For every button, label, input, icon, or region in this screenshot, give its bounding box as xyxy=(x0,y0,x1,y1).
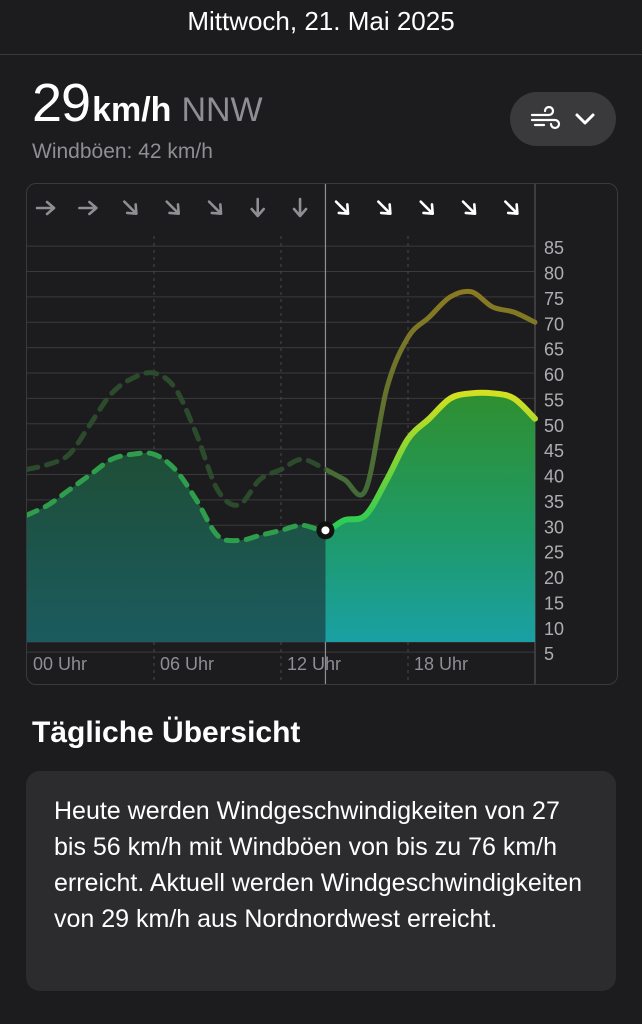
y-tick-label: 5 xyxy=(544,644,554,664)
wind-icon xyxy=(530,105,562,137)
y-tick-label: 25 xyxy=(544,543,564,563)
wind-direction-arrow-icon xyxy=(78,200,98,216)
x-tick-label: 00 Uhr xyxy=(33,654,87,674)
current-direction: NNW xyxy=(181,91,263,129)
daily-overview-title: Tägliche Übersicht xyxy=(32,716,301,749)
wind-line-future xyxy=(325,389,538,534)
y-tick-label: 45 xyxy=(544,441,564,461)
y-tick-label: 10 xyxy=(544,619,564,639)
y-tick-label: 20 xyxy=(544,568,564,588)
date-title: Mittwoch, 21. Mai 2025 xyxy=(187,6,455,36)
wind-direction-arrow-icon xyxy=(461,200,477,215)
wind-area-future xyxy=(325,392,535,642)
y-tick-label: 30 xyxy=(544,517,564,537)
wind-direction-arrow-icon xyxy=(419,200,435,215)
gust-text: Windböen: 42 km/h xyxy=(32,140,213,163)
wind-direction-arrow-icon xyxy=(123,200,138,215)
y-tick-label: 55 xyxy=(544,390,564,410)
y-tick-label: 85 xyxy=(544,238,564,258)
y-tick-label: 80 xyxy=(544,264,564,284)
wind-chart[interactable]: 85 80 75 70 65 60 55 50 45 40 35 30 25 20 15 10 5 00 Uhr… xyxy=(26,183,618,685)
y-tick-label: 75 xyxy=(544,289,564,309)
wind-direction-arrow-icon xyxy=(250,197,266,218)
y-tick-label: 65 xyxy=(544,340,564,360)
current-unit: km/h xyxy=(92,91,172,129)
wind-direction-arrow-icon xyxy=(334,200,350,215)
top-bar: Mittwoch, 21. Mai 2025 xyxy=(0,0,642,55)
wind-line-past xyxy=(27,450,326,544)
daily-summary-card: Heute werden Windgeschwindigkeiten von 2… xyxy=(26,771,616,991)
y-tick-label: 15 xyxy=(544,593,564,613)
y-tick-label: 35 xyxy=(544,492,564,512)
wind-direction-arrow-icon xyxy=(165,200,181,215)
current-point-dot xyxy=(321,526,330,535)
wind-direction-arrow-icon xyxy=(35,200,56,216)
gust-line-future xyxy=(325,288,538,498)
wind-direction-arrow-icon xyxy=(504,200,519,215)
x-tick-label: 12 Uhr xyxy=(287,654,341,674)
y-tick-label: 40 xyxy=(544,467,564,487)
current-wind: 29 km/h NNW xyxy=(32,72,263,134)
mode-picker-button[interactable] xyxy=(510,92,616,146)
wind-area-past xyxy=(27,452,326,642)
gust-line-past xyxy=(27,370,326,508)
y-tick-label: 70 xyxy=(544,314,564,334)
y-tick-label: 60 xyxy=(544,365,564,385)
daily-summary-text: Heute werden Windgeschwindigkeiten von 2… xyxy=(54,797,583,933)
x-tick-label: 18 Uhr xyxy=(414,654,468,674)
current-speed: 29 xyxy=(32,73,91,133)
wind-direction-arrow-icon xyxy=(207,200,223,215)
wind-direction-arrow-icon xyxy=(292,197,308,218)
x-tick-label: 06 Uhr xyxy=(160,654,214,674)
y-tick-label: 50 xyxy=(544,416,564,436)
wind-direction-arrow-icon xyxy=(377,200,392,215)
chevron-down-icon xyxy=(574,109,596,134)
